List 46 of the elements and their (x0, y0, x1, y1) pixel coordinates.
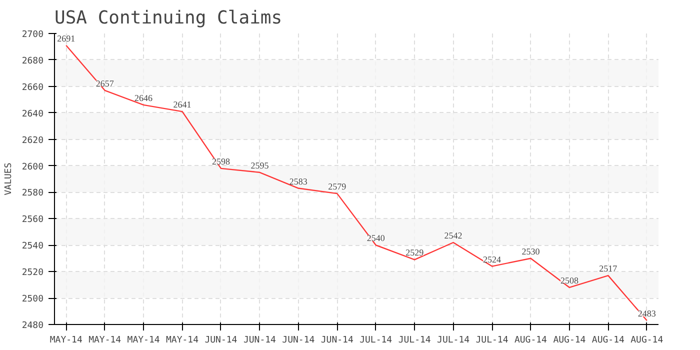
data-label: 2530 (522, 246, 540, 256)
y-tick-label: 2540 (22, 242, 44, 252)
y-tick-label: 2520 (22, 268, 44, 278)
y-tick-label: 2560 (22, 215, 44, 226)
x-tick-label: JUL-14 (398, 336, 431, 346)
data-label: 2524 (483, 254, 502, 264)
y-tick-label: 2640 (22, 109, 44, 120)
x-tick-label: JUN-14 (243, 336, 276, 346)
x-tick-label: JUN-14 (204, 336, 238, 346)
y-tick-label: 2700 (22, 30, 44, 40)
data-label: 2641 (173, 100, 192, 110)
data-label: 2508 (560, 275, 579, 286)
x-tick-label: JUN-14 (282, 336, 315, 346)
y-tick-label: 2620 (22, 136, 44, 146)
x-tick-label: JUL-14 (476, 336, 508, 346)
data-label: 2540 (366, 233, 386, 244)
y-tick-label: 2600 (22, 162, 44, 172)
data-label: 2517 (599, 264, 618, 274)
data-label: 2691 (57, 33, 76, 44)
x-tick-label: AUG-14 (553, 336, 586, 346)
data-label: 2579 (328, 182, 347, 192)
x-tick-label: MAY-14 (127, 336, 160, 346)
data-label: 2483 (638, 308, 656, 319)
x-tick-label: MAY-14 (88, 336, 122, 346)
data-label: 2529 (406, 248, 424, 258)
y-tick-label: 2500 (22, 294, 44, 305)
y-tick-label: 2580 (22, 188, 44, 199)
data-label: 2657 (96, 78, 114, 88)
x-tick-label: MAY-14 (166, 336, 199, 346)
y-tick-label: 2680 (22, 56, 44, 66)
data-label: 2583 (289, 176, 308, 186)
x-tick-label: MAY-14 (50, 336, 82, 346)
data-label: 2595 (250, 160, 270, 170)
x-tick-label: AUG-14 (514, 336, 547, 346)
x-tick-label: JUL-14 (437, 336, 470, 346)
x-tick-label: AUG-14 (592, 336, 624, 346)
data-label: 2598 (212, 156, 230, 166)
chart-title: USA Continuing Claims (54, 8, 282, 28)
y-axis-title: VALUES (4, 162, 14, 196)
x-tick-label: JUN-14 (320, 336, 354, 346)
data-label: 2542 (444, 230, 462, 240)
y-tick-label: 2660 (22, 82, 44, 93)
x-tick-label: AUG-14 (630, 336, 664, 346)
y-tick-label: 2480 (22, 321, 44, 331)
x-tick-label: JUL-14 (360, 336, 392, 346)
data-label: 2646 (134, 92, 154, 103)
